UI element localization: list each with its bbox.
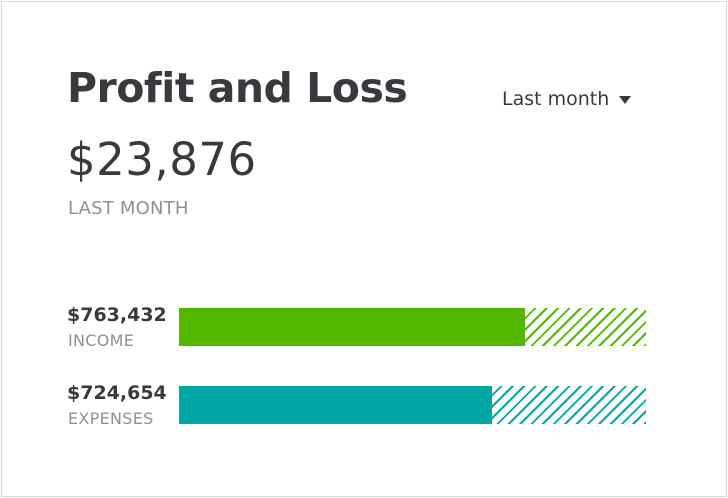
income-bar[interactable] — [179, 308, 646, 346]
period-dropdown-label: Last month — [502, 88, 610, 110]
income-bar-remainder — [524, 308, 646, 346]
income-row[interactable]: $763,432 INCOME — [67, 306, 667, 354]
expenses-row[interactable]: $724,654 EXPENSES — [67, 384, 667, 432]
income-bar-fill — [179, 308, 525, 346]
expenses-value: $724,654 — [67, 382, 167, 404]
expenses-bar-fill — [179, 386, 492, 424]
expenses-bar[interactable] — [179, 386, 646, 424]
expenses-label: EXPENSES — [68, 409, 154, 428]
card-title: Profit and Loss — [67, 64, 408, 112]
net-profit-caption: LAST MONTH — [68, 198, 189, 219]
expenses-bar-remainder — [491, 386, 646, 424]
income-label: INCOME — [68, 331, 135, 350]
net-profit-amount: $23,876 — [67, 133, 257, 186]
caret-down-icon — [619, 96, 632, 104]
period-dropdown[interactable]: Last month — [502, 88, 632, 110]
income-value: $763,432 — [67, 304, 167, 326]
